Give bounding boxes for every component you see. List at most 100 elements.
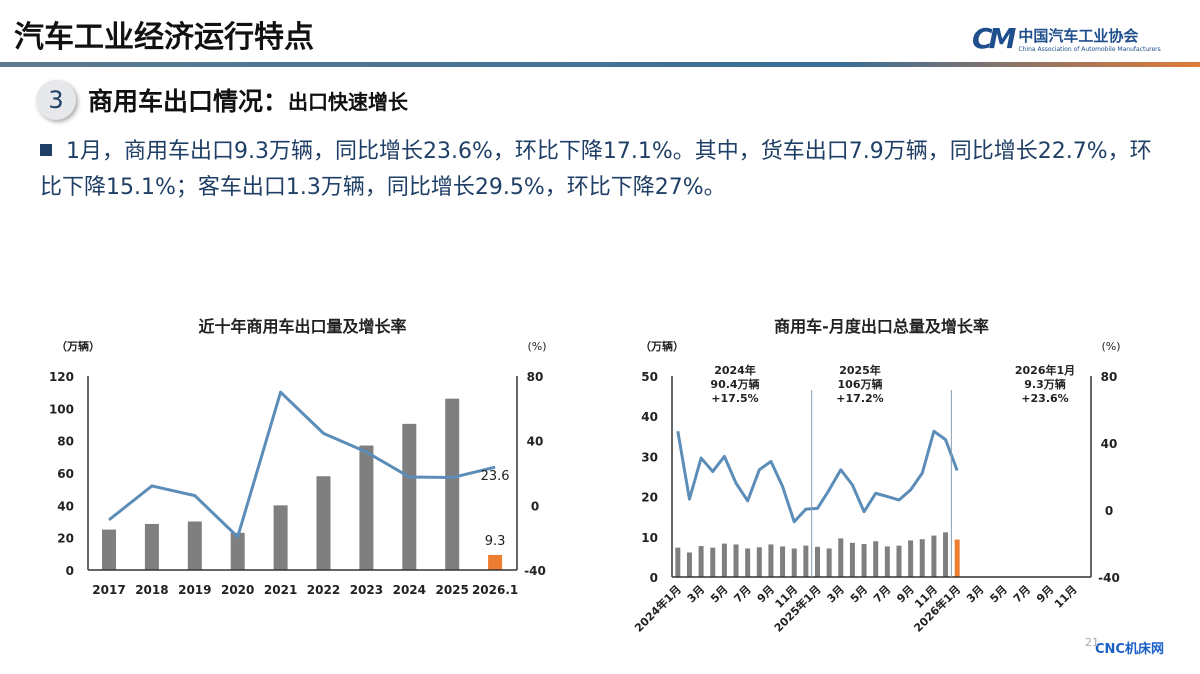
- growth-data-label: 23.6: [481, 469, 510, 484]
- period-growth: +17.5%: [711, 392, 758, 405]
- caam-logo: CM 中国汽车工业协会 China Association of Automob…: [972, 22, 1161, 55]
- bullet-icon: [40, 144, 52, 156]
- y2-axis-label: (%): [527, 340, 546, 353]
- period-year: 2025年: [839, 363, 881, 377]
- y2-axis-label: (%): [1101, 340, 1120, 353]
- y-tick-label: 0: [66, 564, 74, 578]
- section-subtitle: 出口快速增长: [288, 89, 409, 114]
- y-tick-label: 60: [57, 467, 74, 481]
- bar: [488, 554, 503, 570]
- x-tick-label: 2024: [393, 583, 426, 597]
- x-tick-label: 2020: [221, 583, 254, 597]
- y-tick-label: 0: [650, 571, 658, 585]
- bar: [849, 542, 855, 577]
- y2-tick-label: -40: [524, 564, 546, 578]
- bar: [826, 548, 832, 577]
- period-total: 90.4万辆: [710, 377, 759, 391]
- x-tick-label: 7月: [1011, 583, 1033, 605]
- y-axis-label: （万辆）: [56, 339, 100, 353]
- period-total: 9.3万辆: [1024, 377, 1066, 391]
- bar: [445, 398, 460, 570]
- bar: [861, 544, 867, 577]
- bar: [803, 545, 809, 577]
- x-tick-label: 2018: [135, 583, 168, 597]
- caam-logo-mark: CM: [972, 22, 1016, 55]
- y-axis-label: （万辆）: [640, 339, 684, 353]
- y2-tick-label: 80: [1101, 370, 1118, 384]
- y2-tick-label: 0: [1105, 504, 1113, 518]
- bar: [908, 540, 914, 577]
- bar: [838, 538, 844, 577]
- bar: [316, 476, 331, 570]
- section-title: 商用车出口情况：: [88, 87, 289, 116]
- bar: [873, 541, 879, 577]
- section-heading: 3 商用车出口情况： 出口快速增长: [36, 80, 408, 120]
- x-tick-label: 2025: [435, 583, 468, 597]
- bar: [791, 548, 797, 577]
- bar: [359, 445, 374, 570]
- x-tick-label: 3月: [685, 583, 707, 605]
- bar: [943, 532, 949, 577]
- y-tick-label: 30: [641, 450, 658, 464]
- x-tick-label: 2022: [307, 583, 340, 597]
- bar: [698, 546, 704, 577]
- bar: [710, 547, 716, 577]
- x-tick-label: 5月: [708, 583, 730, 605]
- y-tick-label: 40: [641, 410, 658, 424]
- bar: [686, 552, 692, 577]
- period-year: 2024年: [714, 363, 756, 377]
- bar: [931, 535, 937, 577]
- growth-line: [676, 429, 959, 524]
- period-year: 2026年1月: [1015, 363, 1075, 377]
- x-tick-label: 7月: [871, 583, 893, 605]
- volume-data-label: 9.3: [485, 534, 506, 549]
- bar: [780, 546, 786, 577]
- y-tick-label: 10: [641, 531, 658, 545]
- logo-en: China Association of Automobile Manufact…: [1018, 45, 1161, 53]
- y-tick-label: 120: [49, 370, 74, 384]
- bar: [144, 523, 159, 570]
- summary-text: 1月，商用车出口9.3万辆，同比增长23.6%，环比下降17.1%。其中，货车出…: [40, 139, 1152, 200]
- bar: [954, 539, 960, 577]
- x-tick-label: 7月: [731, 583, 753, 605]
- y2-tick-label: 80: [527, 370, 544, 384]
- bar: [896, 545, 902, 577]
- y-tick-label: 20: [641, 491, 658, 505]
- footer-watermark: CNC机床网: [1095, 642, 1164, 657]
- bar: [721, 543, 727, 577]
- chart-title: 商用车-月度出口总量及增长率: [774, 317, 989, 336]
- page-title: 汽车工业经济运行特点: [14, 20, 314, 55]
- y2-tick-label: -40: [1098, 571, 1120, 585]
- page-number: 21: [1085, 636, 1099, 649]
- bar: [756, 547, 762, 577]
- bar: [768, 544, 774, 577]
- bar: [815, 546, 820, 577]
- x-tick-label: 2024年1月: [631, 582, 684, 635]
- x-tick-label: 2019: [178, 583, 211, 597]
- period-growth: +17.2%: [836, 392, 883, 405]
- bar: [675, 547, 681, 577]
- chart-title: 近十年商用车出口量及增长率: [198, 317, 406, 336]
- x-tick-label: 2017: [92, 583, 125, 597]
- bar: [187, 521, 202, 570]
- period-growth: +23.6%: [1021, 392, 1068, 405]
- y2-tick-label: 40: [527, 435, 544, 449]
- period-total: 106万辆: [838, 377, 883, 391]
- x-tick-label: 5月: [848, 583, 870, 605]
- section-number: 3: [36, 80, 76, 120]
- x-tick-label: 2023: [350, 583, 383, 597]
- y-tick-label: 20: [57, 532, 74, 546]
- summary-paragraph: 1月，商用车出口9.3万辆，同比增长23.6%，环比下降17.1%。其中，货车出…: [40, 134, 1170, 206]
- growth-line: [108, 390, 496, 539]
- x-tick-label: 3月: [964, 583, 986, 605]
- y-tick-label: 100: [49, 402, 74, 416]
- x-tick-label: 2026.1: [472, 583, 518, 597]
- header-divider: [0, 62, 1200, 67]
- bar: [230, 532, 245, 570]
- y2-tick-label: 40: [1101, 437, 1118, 451]
- y-tick-label: 80: [57, 435, 74, 449]
- x-tick-label: 3月: [825, 583, 847, 605]
- y-tick-label: 50: [641, 370, 658, 384]
- bar: [402, 423, 417, 570]
